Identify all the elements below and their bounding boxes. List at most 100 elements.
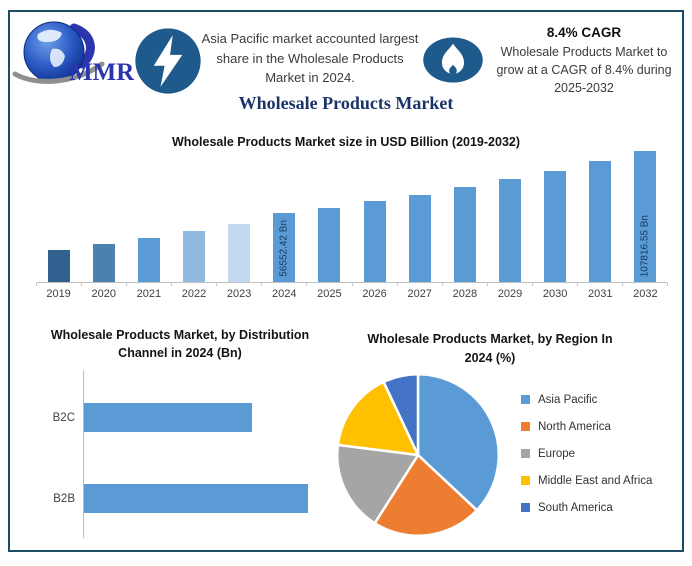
page-title: Wholesale Products Market [238,93,454,113]
column-bar-slot [81,147,126,282]
column-bar-slot [171,147,216,282]
cagr-text: Wholesale Products Market to grow at a C… [496,45,672,95]
x-axis-label: 2032 [633,288,658,300]
axis-tick [217,282,263,286]
pie-slice-south-america [382,372,420,457]
axis-tick [262,282,308,286]
column-bar-2026 [363,201,386,282]
legend-label: North America [538,420,611,433]
column-bar-2031 [589,161,612,282]
column-bar-slot [36,147,81,282]
lightning-bolt-icon [153,35,183,87]
legend-label: Middle East and Africa [538,474,653,487]
axis-tick [533,282,578,286]
legend-marker [521,476,530,485]
x-axis-label: 2028 [452,288,478,300]
column-bar-2021 [137,238,160,282]
column-bar-2023 [228,223,251,282]
column-bar-2024 [273,213,296,282]
column-bar-2028 [453,187,476,282]
x-axis-label: 2023 [226,288,252,300]
x-axis-label: 2024 [272,288,297,300]
column-bar-2020 [92,244,115,282]
axis-tick [82,282,128,286]
cagr-heading: 8.4% CAGR [546,25,622,40]
column-chart-x-labels: 2019 2020 2021 2022 2023 2024 2025 2026 2027 2028… [36,288,668,300]
x-axis-label: 2025 [317,288,342,300]
globe-landmass-north [37,29,62,42]
axis-tick [172,282,218,286]
bar-value-label: 56552.42 Bn [278,220,290,277]
x-axis-label: 2019 [46,288,71,300]
legend-item: North America [521,413,652,440]
lightning-badge [134,27,202,95]
pie-slice-north-america [373,453,479,538]
column-bar-2019 [47,249,70,282]
logo-text: MMR [69,59,134,86]
legend-marker [521,422,530,431]
axis-tick [353,282,398,286]
column-bar-slot: 107816.55 Bn [623,147,668,282]
column-bar-2025 [318,207,341,282]
column-bar-slot [487,147,532,282]
x-axis-label: 2022 [181,288,207,300]
axis-tick [578,282,624,286]
x-axis-label: 2030 [542,288,568,300]
legend-item: Middle East and Africa [521,467,652,494]
flame-inner-notch [449,64,457,75]
axis-tick [36,282,83,286]
axis-tick [488,282,533,286]
globe-logo-graphic: MMR [12,21,135,86]
mmr-logo: MMR [12,14,135,94]
axis-tick [127,282,173,286]
axis-tick [443,282,488,286]
column-bar-2032 [634,151,657,282]
hbar-category-label: B2C [52,411,75,424]
column-bar-slot [126,147,171,282]
column-bar-slot [578,147,623,282]
hbar-row-B2B: B2B [30,484,340,513]
axis-tick [398,282,443,286]
column-bar-2029 [498,179,521,282]
axis-tick [623,282,669,286]
hbar-axis-line [83,370,84,538]
column-chart-plot: 56552.42 Bn 107816.55 Bn [36,147,668,283]
hbar-bar-B2C [84,403,252,432]
hbar-row-B2C: B2C [30,403,340,432]
legend-item: Europe [521,440,652,467]
pie-slice-middle-east-and-africa [336,380,420,457]
pie-slice-europe [336,443,420,525]
hbar-chart-title: Wholesale Products Market, by Distributi… [50,328,310,361]
highlight-text: Asia Pacific market accounted largest sh… [201,31,419,85]
legend-item: South America [521,494,652,521]
bar-value-label: 107816.55 Bn [639,214,651,277]
x-axis-label: 2026 [362,288,387,300]
cagr-callout: 8.4% CAGR Wholesale Products Market to g… [486,25,682,97]
legend-label: Europe [538,447,576,460]
column-chart-axis-ticks [36,282,669,286]
column-bar-slot [307,147,352,282]
flame-badge [421,36,485,84]
column-bar-2022 [182,231,205,282]
pie-chart-title: Wholesale Products Market, by Region In … [367,332,613,365]
logo-swoosh-gray [12,61,105,84]
legend-label: South America [538,501,613,514]
x-axis-label: 2027 [407,288,432,300]
hbar-bar-B2B [84,484,308,513]
column-bar-2030 [544,170,567,282]
legend-marker [521,395,530,404]
column-bar-slot [352,147,397,282]
x-axis-label: 2029 [497,288,523,300]
globe-landmass-south [49,48,65,67]
hbar-category-label: B2B [53,492,75,505]
hbar-chart: B2C B2B [30,368,340,540]
pie-legend: Asia Pacific North America Europe Middle Ea… [521,386,652,521]
column-bar-slot [442,147,487,282]
legend-label: Asia Pacific [538,393,598,406]
x-axis-label: 2021 [136,288,162,300]
column-bar-slot [533,147,578,282]
x-axis-label: 2031 [588,288,613,300]
legend-item: Asia Pacific [521,386,652,413]
column-bar-slot: 56552.42 Bn [262,147,307,282]
